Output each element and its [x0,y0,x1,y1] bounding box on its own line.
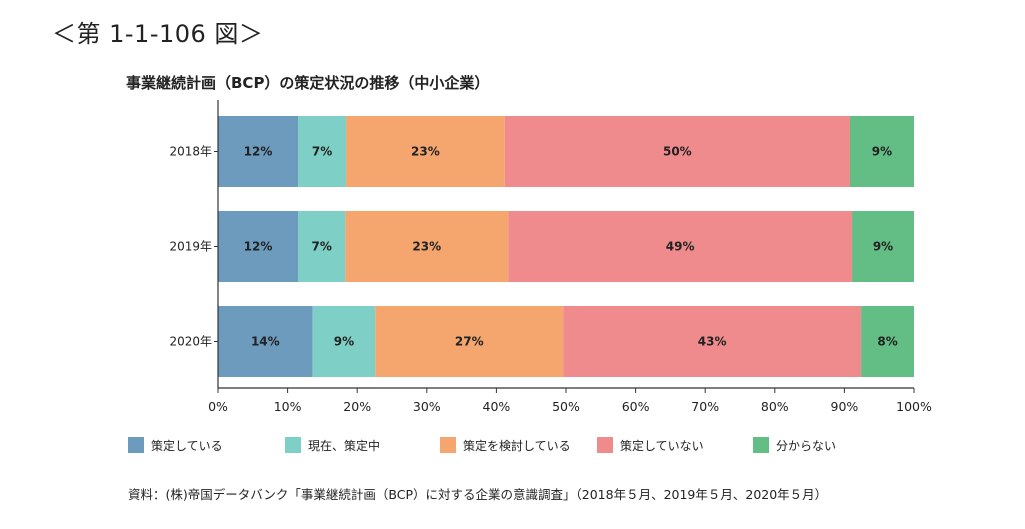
x-tick-label: 60% [622,399,650,414]
legend-swatch-2 [285,437,301,453]
bar-segment-2-1 [218,211,299,282]
bar-segment-1-3 [346,116,505,187]
legend-swatch-3 [440,437,456,453]
bar-segment-2-2 [298,211,346,282]
x-tick-label: 0% [208,399,228,414]
bar-segment-3-3 [375,306,564,377]
bar-segment-3-4 [563,306,862,377]
x-tick-label: 50% [552,399,580,414]
data-label: 7% [312,240,332,254]
bars-layer: 12% 7% 23% 50% 9% 12% 7% 23% 49% 9% 14% 9% 27% 43% 8% [218,116,914,377]
x-tick-label: 30% [413,399,441,414]
data-label: 27% [455,335,484,349]
legend-label: 分からない [776,439,836,453]
data-label: 9% [334,335,354,349]
bar-segment-1-4 [504,116,850,187]
data-label: 8% [877,335,897,349]
category-label: 2020年 [169,335,212,349]
bar-segment-1-1 [218,116,299,187]
source-note: 資料：(株)帝国データバンク「事業継続計画（BCP）に対する企業の意識調査」（2… [128,487,828,502]
x-tick-label: 100% [896,399,932,414]
bar-segment-3-5 [861,306,914,377]
bar-segment-2-4 [508,211,853,282]
bar-segment-1-2 [298,116,347,187]
data-label: 12% [244,240,273,254]
data-label: 23% [411,145,440,159]
legend-label: 策定していない [620,438,704,453]
chart-title: 事業継続計画（BCP）の策定状況の推移（中小企業） [126,74,490,92]
data-label: 49% [666,240,695,254]
data-label: 14% [251,335,280,349]
data-label: 9% [873,240,893,254]
bar-segment-2-5 [852,211,914,282]
legend-label: 策定している [151,438,223,453]
x-tick-label: 40% [483,399,511,414]
bar-segment-3-2 [312,306,376,377]
figure-number: ＜第 1-1-106 図＞ [52,20,264,48]
x-tick-label: 80% [761,399,789,414]
data-label: 9% [872,145,892,159]
bar-segment-1-5 [849,116,914,187]
legend-label: 現在、策定中 [308,438,380,453]
x-tick-label: 70% [691,399,719,414]
x-tick-label: 90% [831,399,859,414]
data-label: 23% [412,240,441,254]
category-label: 2018年 [169,145,212,159]
legend-label: 策定を検討している [463,438,571,453]
legend-swatch-5 [753,437,769,453]
axis-layer: 2018年 2019年 2020年 0% 10% 20% 30% 40% 50% 60% 70% 80… [169,100,932,414]
bar-segment-2-3 [345,211,509,282]
data-label: 50% [663,145,692,159]
x-tick-label: 20% [343,399,371,414]
data-label: 43% [698,335,727,349]
legend: 策定している 現在、策定中 策定を検討している 策定していない 分からない [128,437,836,453]
category-label: 2019年 [169,240,212,254]
data-label: 12% [244,145,273,159]
legend-swatch-4 [597,437,613,453]
legend-swatch-1 [128,437,144,453]
x-tick-label: 10% [274,399,302,414]
bar-segment-3-1 [218,306,313,377]
data-label: 7% [312,145,332,159]
